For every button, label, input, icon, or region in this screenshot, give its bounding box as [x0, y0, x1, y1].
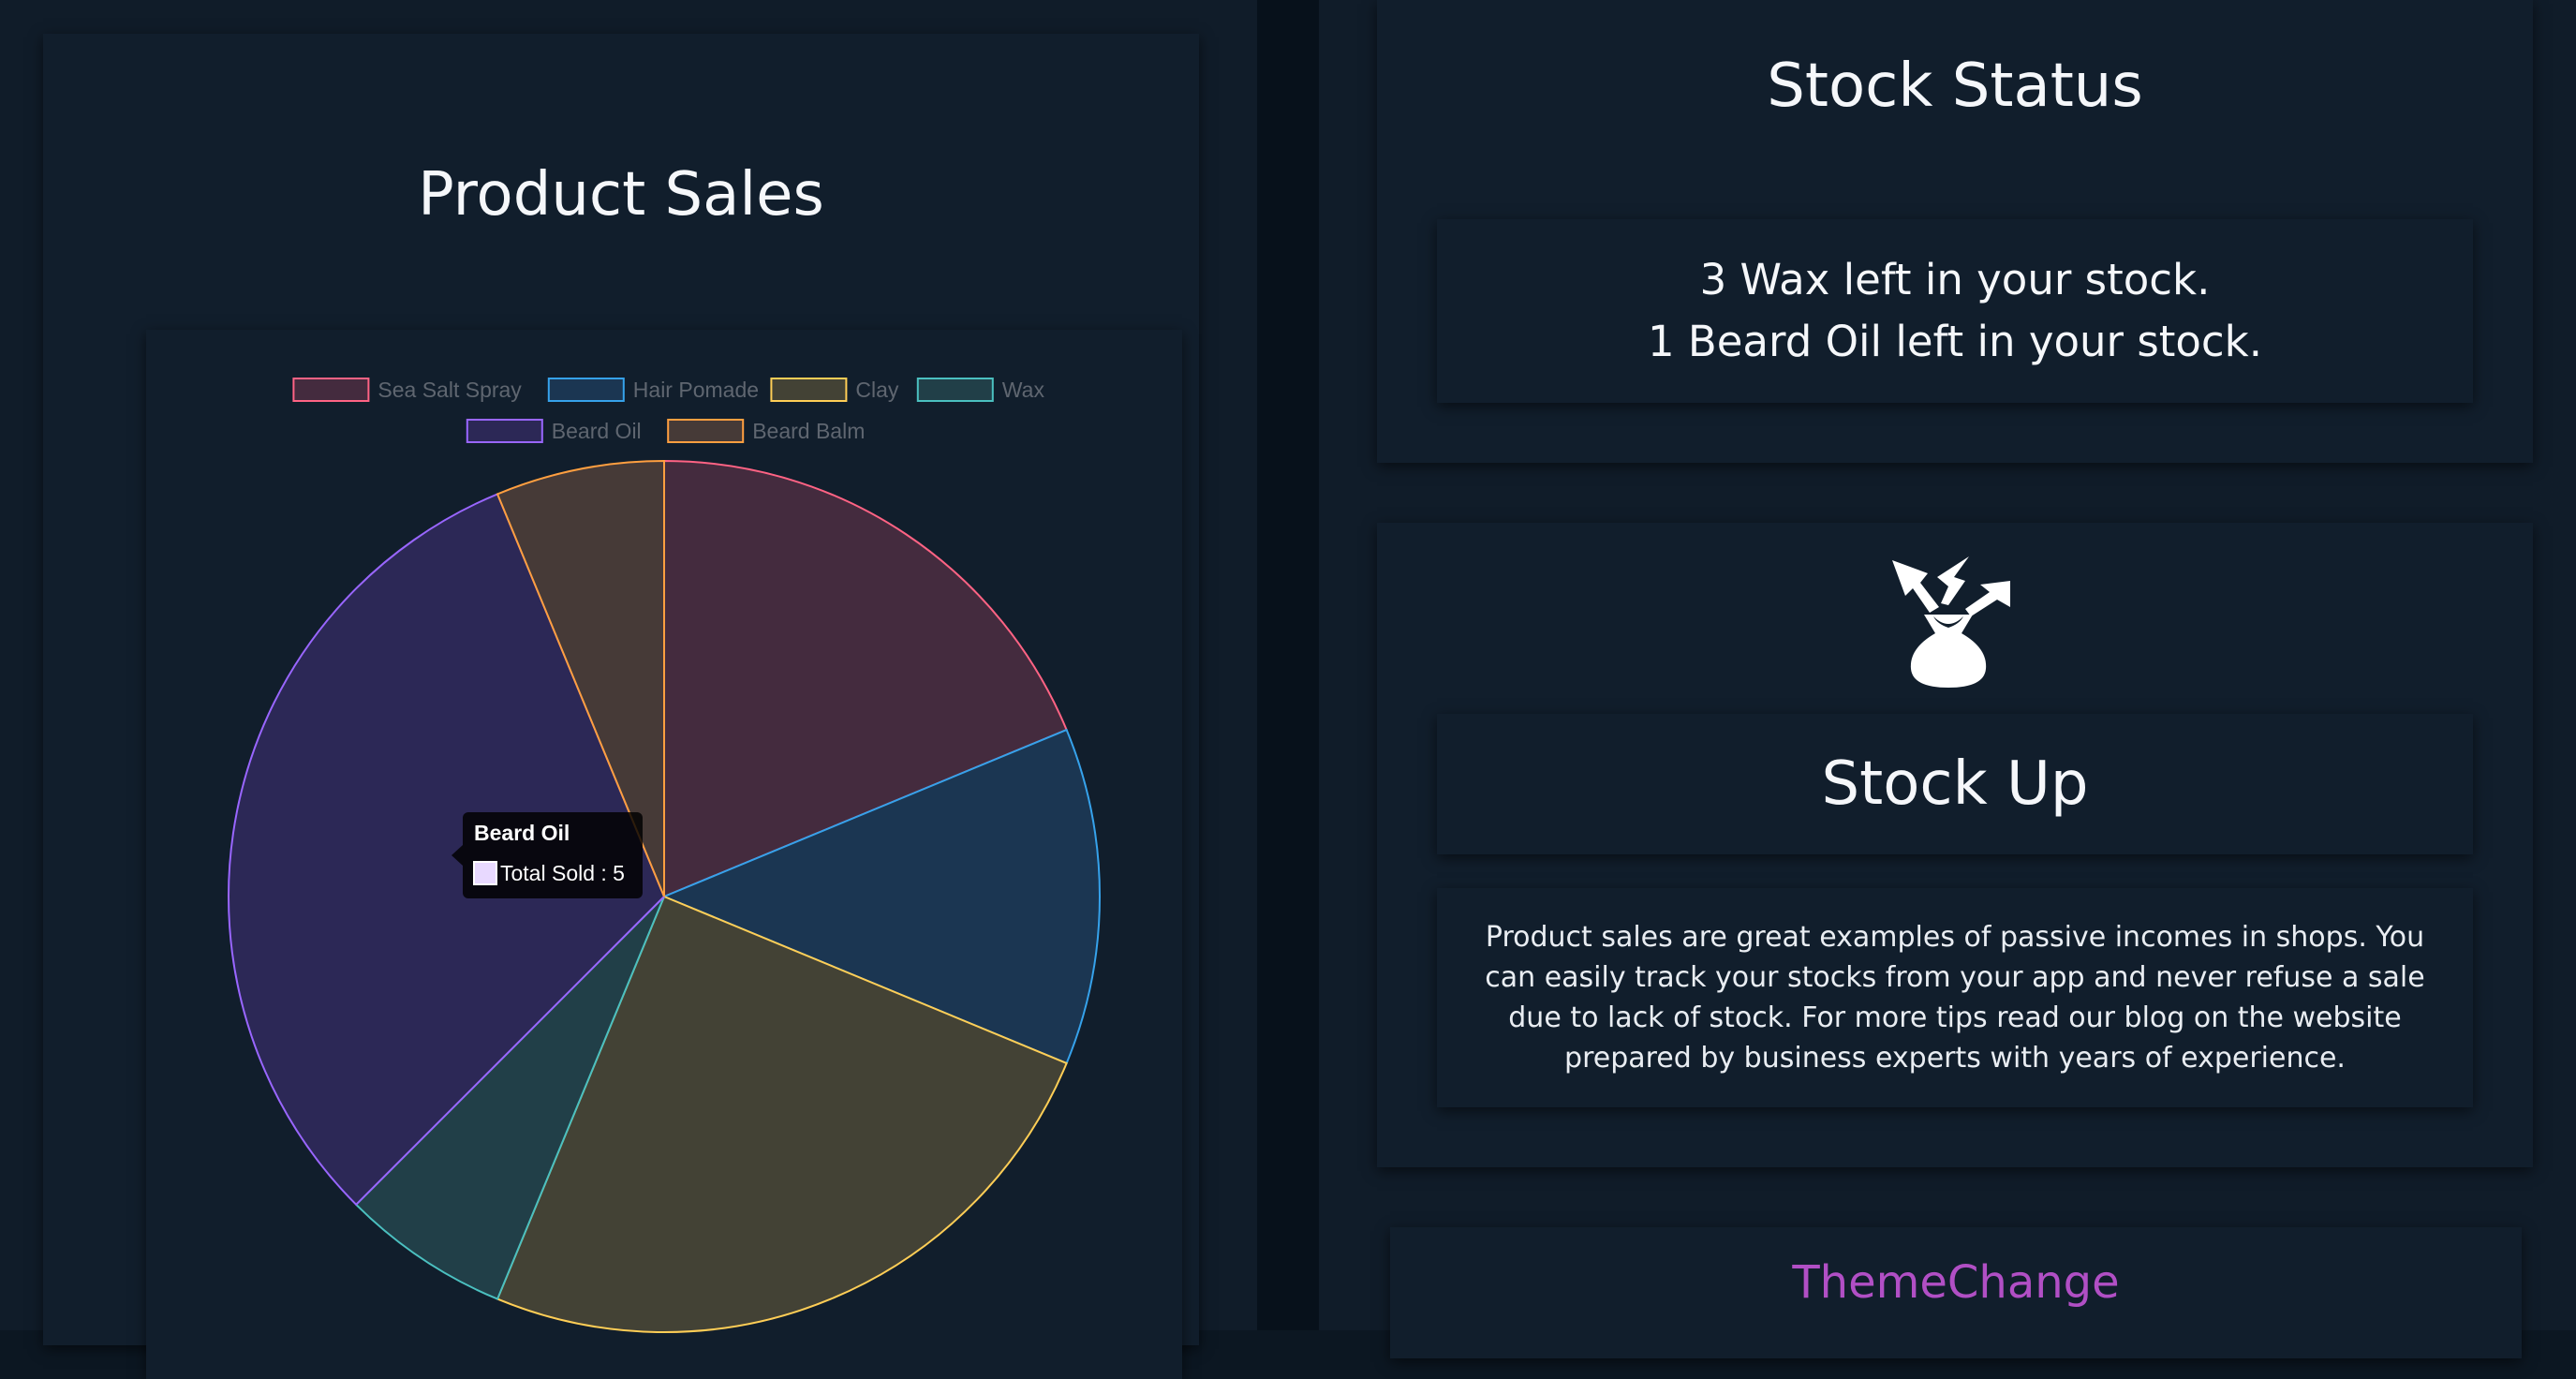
stock-message-wax: 3 Wax left in your stock. [1699, 255, 2211, 304]
stock-up-box: Stock Up [1437, 714, 2473, 854]
column-divider [1257, 0, 1319, 1330]
legend-label[interactable]: Beard Oil [552, 419, 642, 443]
pie-chart[interactable]: Sea Salt Spray Hair Pomade Clay Wax Beard Oi… [146, 330, 1182, 1379]
pie-slice[interactable] [661, 728, 1101, 1065]
description-box: Product sales are great examples of pass… [1437, 888, 2473, 1107]
legend-swatch[interactable] [667, 419, 745, 443]
product-sales-title: Product Sales [418, 160, 824, 230]
theme-change-button[interactable]: ThemeChange [1390, 1255, 2522, 1310]
legend-swatch[interactable] [547, 378, 625, 402]
legend-label[interactable]: Beard Balm [752, 419, 865, 443]
pie-slice[interactable] [496, 895, 1068, 1333]
pie-chart-card: Sea Salt Spray Hair Pomade Clay Wax Beard Oi… [146, 330, 1182, 1379]
money-bag-icon [1892, 556, 2010, 688]
theme-panel: ThemeChange [1390, 1227, 2522, 1358]
legend-swatch[interactable] [292, 378, 370, 402]
chart-tooltip: Beard Oil Total Sold : 5 [452, 812, 643, 898]
description-text: Product sales are great examples of pass… [1485, 921, 2425, 1075]
legend-label[interactable]: Clay [855, 378, 899, 402]
stock-up-panel: Stock Up Product sales are great example… [1377, 523, 2533, 1167]
tooltip-title: Beard Oil [474, 821, 570, 845]
legend-swatch[interactable] [916, 378, 994, 402]
stock-message-beard-oil: 1 Beard Oil left in your stock. [1647, 317, 2263, 366]
pie-slice[interactable] [228, 493, 666, 1207]
stock-status-panel: Stock Status 3 Wax left in your stock. 1… [1377, 0, 2533, 463]
legend-label[interactable]: Hair Pomade [633, 378, 759, 402]
pie-slice[interactable] [663, 459, 1068, 898]
legend-swatch[interactable] [770, 378, 848, 402]
tooltip-caret [452, 845, 463, 866]
stock-up-title: Stock Up [1821, 749, 2089, 819]
stock-status-title: Stock Status [1767, 52, 2143, 121]
chart-legend: Sea Salt Spray Hair Pomade Clay Wax Beard Oi… [292, 378, 1045, 443]
tooltip-swatch [473, 861, 497, 885]
tooltip-body: Total Sold : 5 [500, 861, 625, 885]
tooltip-background [463, 812, 643, 898]
stock-messages-box: 3 Wax left in your stock. 1 Beard Oil le… [1437, 219, 2473, 403]
pie-slices [228, 459, 1101, 1333]
product-sales-panel: Product Sales Sea Salt Spray Hair Pomade C… [43, 34, 1199, 1379]
legend-label[interactable]: Sea Salt Spray [378, 378, 522, 402]
pie-slice[interactable] [496, 459, 665, 897]
pie-slice[interactable] [354, 896, 665, 1300]
legend-swatch[interactable] [466, 419, 543, 443]
legend-label[interactable]: Wax [1002, 378, 1045, 402]
